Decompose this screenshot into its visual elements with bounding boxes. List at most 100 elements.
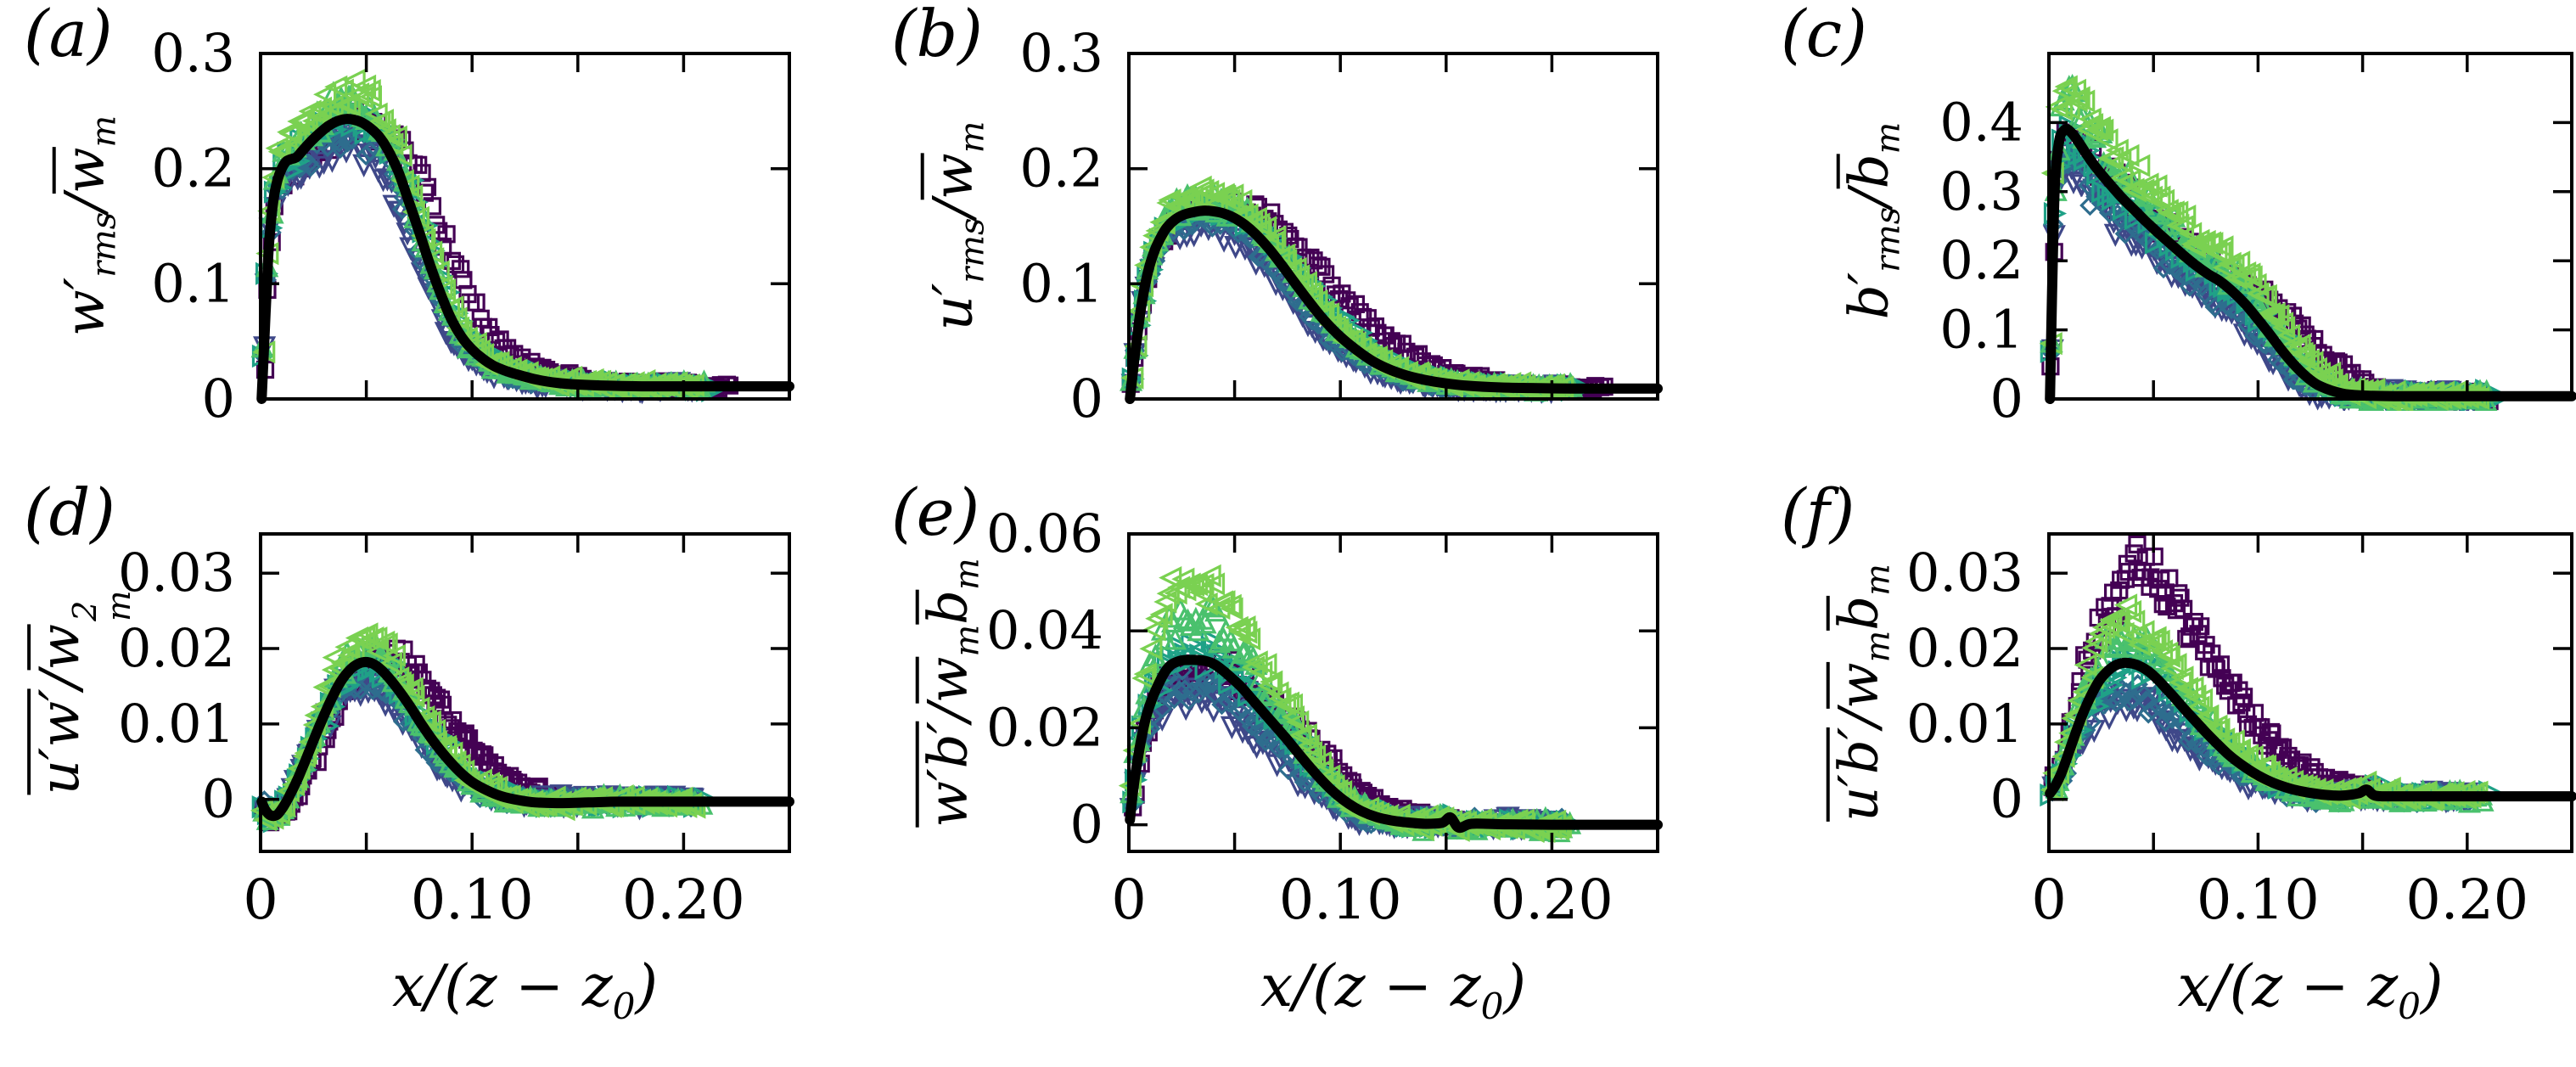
plot-box [2047,532,2573,853]
math-segment: / [922,199,985,218]
y-tick-label: 0 [1070,794,1103,856]
panel-label-d: (d) [24,475,115,550]
panel-label-a: (a) [24,0,113,71]
x-tick-label: 0.20 [622,868,745,932]
y-tick-label: 0.3 [1019,22,1103,84]
math-segment: z0 [581,953,636,1027]
panel-label-e: (e) [891,475,980,550]
plot-box [259,532,791,853]
math-segment: u′rms [922,217,992,331]
math-segment: x [1260,953,1294,1021]
y-tick-label: 0.4 [1939,91,2023,153]
math-segment: /( [1293,953,1335,1021]
math-segment: wm [1826,630,1898,710]
math-segment: z [466,953,497,1021]
y-tick-label: 0.1 [151,252,235,314]
panel-label-b: (b) [891,0,983,71]
math-segment: − [497,953,582,1021]
math-segment: u′b′ [1826,727,1891,822]
y-axis-label-b: u′rms/wm [920,121,992,331]
y-tick-label: 0.2 [1019,138,1103,199]
x-axis-label-f: x/(z − z0) [2177,958,2443,1025]
panel-label-f: (f) [1781,475,1855,550]
y-axis-label-d: u′w′/w 2 m [27,590,139,795]
y-tick-label: 0.2 [1939,229,2023,291]
y-tick-label: 0.02 [986,696,1103,758]
mean-line [1125,654,1663,834]
x-tick-label: 0 [243,868,278,932]
math-segment: / [1827,709,1891,727]
math-segment: z0 [2367,953,2421,1027]
math-segment: /( [2209,953,2253,1021]
y-tick-label: 0 [202,368,235,430]
y-tick-label: 0.04 [986,599,1103,661]
math-segment: w′b′ [915,721,980,828]
y-tick-label: 0.3 [1939,160,2023,222]
mean-line [256,656,794,822]
mean-line [1125,205,1663,404]
y-tick-label: 0.06 [986,503,1103,564]
math-segment: /( [424,953,467,1021]
math-segment: wm [915,624,987,704]
x-tick-label: 0.10 [2197,868,2320,932]
y-tick-label: 0 [202,768,235,830]
math-segment: z [1334,953,1366,1021]
math-segment: / [917,703,980,722]
math-segment: bm [1826,564,1898,631]
y-tick-label: 0 [1990,768,2023,830]
math-segment: x [2177,953,2210,1021]
plot-box [1127,52,1659,401]
plot-box [2047,52,2573,401]
y-tick-label: 0 [1070,368,1103,430]
x-axis-label-e: x/(z − z0) [1260,958,1526,1025]
y-tick-label: 0.01 [1906,693,2023,755]
y-tick-label: 0.2 [151,138,235,199]
y-tick-label: 0.1 [1939,299,2023,361]
x-tick-label: 0.10 [411,868,534,932]
panel-d: 0 0.01 0.02 0.03 0 0.10 0.20 [118,532,794,932]
x-tick-label: 0.10 [1279,868,1402,932]
y-tick-label: 0.02 [118,617,235,679]
panel-label-c: (c) [1781,0,1867,71]
panel-c: 0 0.1 0.2 0.3 0.4 [1939,52,2576,430]
math-segment: wm [920,121,992,200]
math-segment: bm [915,558,987,625]
y-tick-label: 0.03 [1906,542,2023,604]
panel-a: 0 0.1 0.2 0.3 [151,22,794,430]
mean-line [256,114,794,404]
y-axis-label-a: w′rms/wm [52,115,124,337]
plot-box [259,52,791,401]
math-segment: wm [52,115,124,194]
x-tick-label: 0 [1111,868,1146,932]
math-segment: u′w′ [27,688,93,795]
panel-b: 0 0.1 0.2 0.3 [1019,22,1663,430]
x-tick-label: 0 [2031,868,2066,932]
math-segment: bm [1836,121,1908,189]
math-segment: / [1838,188,1901,207]
math-segment: w′rms [53,211,124,337]
math-segment: b′rms [1838,206,1908,320]
x-tick-label: 0.20 [1490,868,1614,932]
y-tick-label: 0.1 [1019,252,1103,314]
y-tick-label: 0.02 [1906,617,2023,679]
x-tick-label: 0.20 [2405,868,2528,932]
mean-line [2045,657,2576,802]
y-tick-label: 0.01 [118,693,235,755]
y-tick-label: 0 [1990,368,2023,430]
x-axis-label-d: x/(z − z0) [392,958,658,1025]
plot-box [1127,532,1659,853]
math-segment: x [391,953,425,1021]
mean-line [2045,124,2576,404]
math-segment: / [29,670,93,689]
math-segment: ) [1503,953,1527,1021]
y-axis-label-f: u′b′/wmbm [1826,564,1898,822]
y-axis-label-c: b′rms/bm [1836,121,1908,320]
math-segment: − [1365,953,1451,1021]
math-segment: − [2282,953,2368,1021]
y-tick-label: 0.3 [151,22,235,84]
math-segment: ) [635,953,659,1021]
panel-f: 0 0.01 0.02 0.03 0 0.10 0.20 [1906,532,2576,932]
